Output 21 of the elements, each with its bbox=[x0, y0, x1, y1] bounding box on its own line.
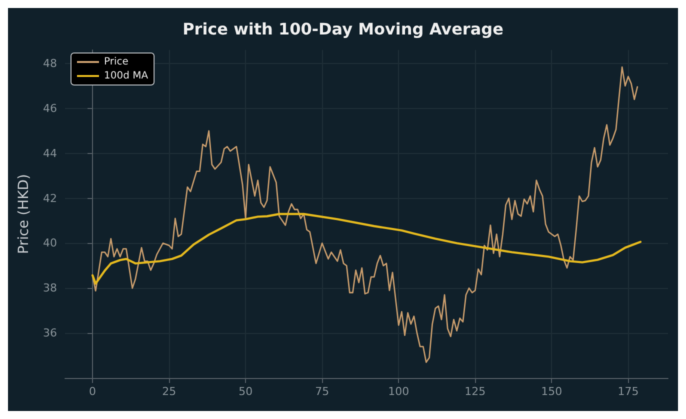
y-tick-label: 46 bbox=[43, 102, 57, 115]
chart-title: Price with 100-Day Moving Average bbox=[182, 20, 504, 38]
y-tick-label: 42 bbox=[43, 192, 57, 205]
x-tick-label: 50 bbox=[238, 385, 253, 398]
x-tick-label: 25 bbox=[162, 385, 176, 398]
y-axis-title: Price (HKD) bbox=[16, 174, 32, 254]
legend-label: Price bbox=[104, 56, 128, 68]
y-tick-label: 36 bbox=[43, 326, 57, 340]
legend-label: 100d MA bbox=[104, 70, 148, 82]
x-tick-label: 75 bbox=[315, 385, 330, 398]
y-tick-label: 40 bbox=[43, 236, 57, 250]
x-tick-label: 100 bbox=[388, 385, 410, 398]
y-tick-label: 48 bbox=[43, 56, 57, 70]
line-series bbox=[92, 66, 638, 363]
x-tick-label: 125 bbox=[464, 385, 486, 398]
y-tick-label: 38 bbox=[43, 282, 57, 295]
line-series bbox=[91, 212, 642, 285]
x-tick-label: 0 bbox=[89, 385, 96, 398]
y-tick-label: 44 bbox=[43, 146, 57, 160]
x-tick-label: 150 bbox=[541, 385, 562, 398]
x-tick-label: 175 bbox=[618, 385, 639, 398]
